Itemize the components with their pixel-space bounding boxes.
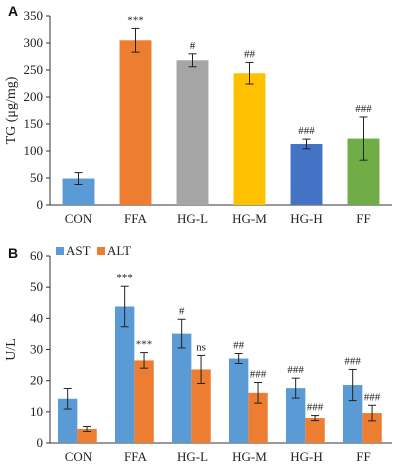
x-category-label: HG-H (290, 211, 323, 226)
y-tick-label: 350 (24, 8, 44, 23)
y-tick-label: 50 (30, 279, 43, 294)
y-tick-label: 10 (30, 404, 43, 419)
y-axis-title: TG (μg/mg) (4, 76, 19, 144)
significance-label: ### (287, 364, 304, 376)
legend-swatch (56, 247, 64, 255)
panel-label: A (8, 3, 18, 19)
significance-label: ### (298, 125, 315, 137)
bar (290, 143, 323, 205)
bar-alt (305, 418, 325, 443)
x-category-label: HG-M (232, 211, 267, 226)
significance-label: ## (244, 48, 256, 60)
x-category-label: HG-M (232, 449, 267, 464)
x-category-label: HG-H (290, 449, 323, 464)
significance-label: ## (233, 340, 245, 352)
y-tick-label: 60 (30, 248, 43, 263)
bar-ast (228, 358, 249, 443)
bar (176, 60, 209, 205)
chart-panel-a: A 0 50 100 150 200 250 300 350 TG (μg/mg) CON FFA HG… (4, 3, 392, 226)
x-category-label: CON (65, 211, 93, 226)
significance-label: ### (307, 402, 324, 414)
y-tick-label: 300 (24, 35, 44, 50)
y-tick-label: 50 (30, 170, 43, 185)
significance-label: ### (344, 355, 361, 367)
legend-label: AST (66, 243, 91, 258)
significance-label: ### (364, 391, 381, 403)
x-category-label: FFA (124, 211, 147, 226)
bar-ast (171, 333, 192, 443)
significance-label: ### (355, 103, 372, 115)
y-tick-label: 30 (30, 342, 43, 357)
y-axis-title: U/L (4, 338, 19, 361)
significance-label: # (190, 40, 196, 52)
bar (233, 73, 266, 206)
x-category-label: HG-L (177, 211, 208, 226)
bar-alt (248, 392, 268, 443)
x-category-label: HG-L (177, 449, 208, 464)
bar-ast (57, 398, 78, 443)
y-tick-label: 200 (24, 89, 44, 104)
bar-ast (342, 385, 363, 443)
y-tick-label: 250 (24, 62, 44, 77)
x-category-label: FF (356, 211, 370, 226)
bar (119, 40, 152, 205)
y-tick-label: 0 (37, 435, 44, 450)
significance-label: *** (136, 339, 153, 351)
y-tick-label: 100 (24, 143, 44, 158)
bar-alt (77, 428, 97, 443)
y-tick-label: 40 (30, 310, 43, 325)
significance-label: *** (127, 14, 144, 26)
legend-swatch (97, 247, 105, 255)
panel-label: B (8, 245, 18, 261)
x-category-label: FFA (124, 449, 147, 464)
significance-label: ### (250, 369, 267, 381)
x-category-label: FF (356, 449, 370, 464)
significance-label: ns (196, 341, 206, 353)
y-tick-label: 0 (37, 197, 44, 212)
legend-label: ALT (107, 243, 131, 258)
significance-label: *** (116, 272, 133, 284)
bar-alt (191, 369, 211, 443)
y-tick-label: 20 (30, 373, 43, 388)
x-category-label: CON (65, 449, 93, 464)
bar-alt (134, 360, 154, 443)
bar-ast (285, 388, 306, 443)
bar-ast (114, 306, 135, 443)
significance-label: # (179, 305, 185, 317)
bar-alt (362, 413, 382, 443)
y-tick-label: 150 (24, 116, 44, 131)
chart-panel-b: B 0 10 20 30 40 50 60 U/L CON FFA HG-L HG-M HG-H FF ***… (4, 243, 392, 464)
